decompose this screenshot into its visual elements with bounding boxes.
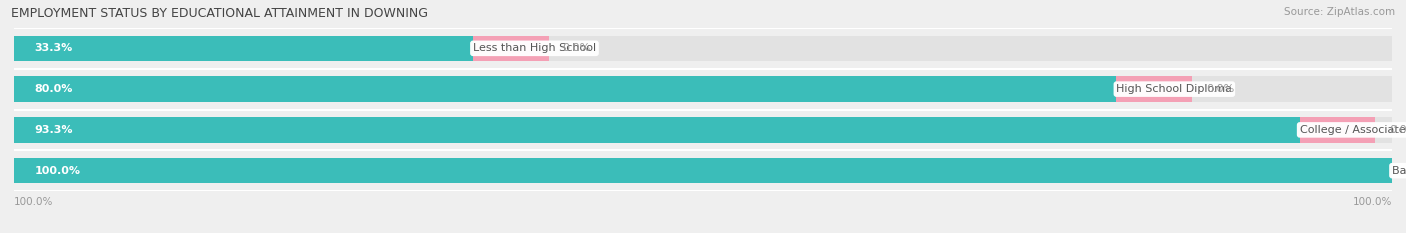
Bar xyxy=(14,117,1392,143)
Bar xyxy=(14,158,1392,183)
Text: College / Associate Degree: College / Associate Degree xyxy=(1299,125,1406,135)
Bar xyxy=(1299,117,1375,143)
Text: Bachelor’s Degree or higher: Bachelor’s Degree or higher xyxy=(1392,166,1406,176)
Text: 80.0%: 80.0% xyxy=(35,84,73,94)
Bar xyxy=(1392,158,1406,183)
Text: 100.0%: 100.0% xyxy=(14,197,53,207)
Text: Source: ZipAtlas.com: Source: ZipAtlas.com xyxy=(1284,7,1395,17)
Bar xyxy=(472,36,548,61)
Text: 100.0%: 100.0% xyxy=(35,166,80,176)
Bar xyxy=(14,36,472,61)
Bar xyxy=(14,36,1392,61)
Text: 33.3%: 33.3% xyxy=(35,43,73,53)
Bar xyxy=(14,76,1392,102)
Text: Less than High School: Less than High School xyxy=(472,43,596,53)
Text: 100.0%: 100.0% xyxy=(1353,197,1392,207)
Bar xyxy=(14,117,1299,143)
Bar xyxy=(14,158,1392,183)
Bar xyxy=(14,76,1116,102)
Text: 0.0%: 0.0% xyxy=(1389,125,1406,135)
Text: EMPLOYMENT STATUS BY EDUCATIONAL ATTAINMENT IN DOWNING: EMPLOYMENT STATUS BY EDUCATIONAL ATTAINM… xyxy=(11,7,429,20)
Text: 0.0%: 0.0% xyxy=(1206,84,1234,94)
Text: High School Diploma: High School Diploma xyxy=(1116,84,1233,94)
Bar xyxy=(1116,76,1192,102)
Text: 93.3%: 93.3% xyxy=(35,125,73,135)
Text: 0.0%: 0.0% xyxy=(562,43,591,53)
